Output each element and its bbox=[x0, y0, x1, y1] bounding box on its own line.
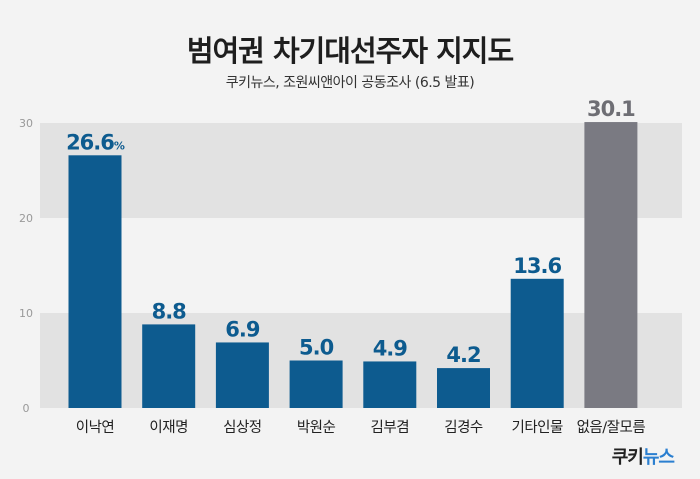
bar bbox=[437, 368, 490, 408]
bar bbox=[363, 361, 417, 408]
y-tick-label: 10 bbox=[19, 307, 33, 320]
bar bbox=[510, 278, 564, 408]
category-label: 이재명 bbox=[149, 419, 188, 436]
y-tick-label: 0 bbox=[23, 402, 30, 415]
chart-subtitle: 쿠키뉴스, 조원씨앤아이 공동조사 (6.5 발표) bbox=[225, 75, 475, 91]
y-tick-label: 20 bbox=[19, 212, 33, 225]
bar bbox=[584, 122, 638, 409]
category-label: 없음/잘모름 bbox=[577, 419, 646, 436]
chart-title: 범여권 차기대선주자 지지도 bbox=[186, 34, 514, 68]
category-label: 김경수 bbox=[444, 419, 483, 436]
y-tick-label: 30 bbox=[19, 117, 33, 130]
data-label: 8.8 bbox=[152, 299, 187, 323]
bar bbox=[289, 360, 343, 408]
bar bbox=[142, 324, 196, 408]
data-label: 30.1 bbox=[587, 97, 635, 121]
data-label: 13.6 bbox=[513, 254, 561, 278]
data-label: 6.9 bbox=[225, 317, 260, 341]
category-label: 박원순 bbox=[297, 419, 336, 436]
brand-logo-part2: 뉴스 bbox=[642, 447, 675, 468]
category-label: 심상정 bbox=[223, 419, 262, 436]
data-label: 4.2 bbox=[446, 343, 480, 367]
brand-logo: 쿠키뉴스 bbox=[611, 443, 675, 469]
bar bbox=[68, 155, 122, 408]
category-label: 김부겸 bbox=[371, 419, 410, 436]
category-label: 기타인물 bbox=[512, 419, 564, 436]
category-label: 이낙연 bbox=[76, 419, 115, 436]
brand-logo-part1: 쿠키 bbox=[611, 447, 644, 468]
data-label: 5.0 bbox=[299, 336, 334, 360]
bar bbox=[215, 342, 269, 408]
data-label-unit: % bbox=[114, 139, 125, 152]
grid-band bbox=[40, 123, 682, 218]
data-label: 4.9 bbox=[373, 336, 408, 360]
